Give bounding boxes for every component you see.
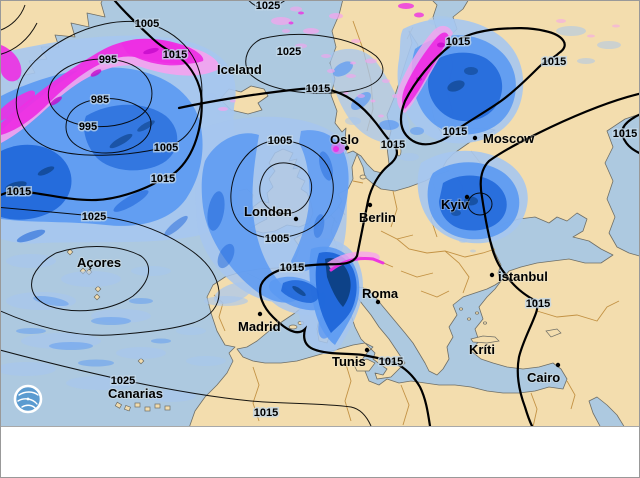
- danish-island: [359, 174, 367, 180]
- city-label: Cairo: [527, 370, 560, 385]
- crete-island: [470, 335, 500, 344]
- europe-precipitation-map: 1005 1015 995 985 995 1005 1015 1015 1025 1025 102…: [1, 1, 639, 426]
- city-label: Canarias: [108, 386, 163, 401]
- canary-island: [114, 401, 123, 409]
- city-marker-dot: [375, 299, 381, 305]
- city-label: Roma: [362, 286, 399, 301]
- canary-island: [134, 402, 141, 408]
- city-marker-dot: [472, 135, 478, 141]
- city-marker-dot: [367, 202, 373, 208]
- city-label: Berlin: [359, 210, 396, 225]
- city-labels-group: Iceland Oslo Moscow London Berlin Kyiv istanbu…: [76, 61, 561, 402]
- sicily-island: [352, 358, 376, 372]
- city-label: Madrid: [238, 319, 281, 334]
- pressure-label: 1015: [306, 83, 330, 95]
- pressure-label: 1005: [135, 18, 159, 30]
- pressure-label: 1015: [7, 186, 31, 198]
- pressure-label: 1025: [82, 211, 106, 223]
- city-marker-dot: [464, 194, 470, 200]
- pressure-label: 1025: [256, 1, 280, 12]
- azores-island: [94, 285, 102, 293]
- pressure-label: 1015: [446, 36, 470, 48]
- city-label: Kríti: [469, 342, 495, 357]
- isobars-thick: [1, 1, 639, 426]
- city-label: Oslo: [330, 132, 359, 147]
- isobars-thin: [1, 1, 493, 426]
- cyprus-island: [545, 328, 562, 338]
- city-label: Kyiv: [441, 197, 469, 212]
- city-marker-dot: [364, 347, 370, 353]
- madeira-island: [137, 357, 145, 365]
- pressure-labels-group: 1005 1015 995 985 995 1005 1015 1015 1025 1025 102…: [5, 1, 638, 421]
- footer-panel: Mo, 24.05.2021, 06..09 UTC So 06 +27h Mo…: [1, 426, 639, 477]
- pressure-label: 985: [91, 94, 109, 106]
- aegean-island: [467, 317, 471, 321]
- balearic-island: [288, 324, 298, 330]
- pressure-label: 1015: [443, 126, 467, 138]
- pressure-label: 1015: [163, 49, 187, 61]
- pressure-label: 1015: [254, 407, 278, 419]
- snow-bright-layer: [1, 3, 449, 272]
- city-marker-dot: [489, 272, 495, 278]
- city-label: Iceland: [217, 62, 262, 77]
- azores-island: [66, 248, 74, 256]
- city-marker-dot: [257, 311, 263, 317]
- aegean-island: [483, 321, 487, 325]
- pressure-label: 1015: [542, 56, 566, 68]
- canary-island: [123, 404, 131, 412]
- canary-island: [154, 403, 161, 409]
- pressure-label: 1015: [280, 262, 304, 274]
- pressure-label: 1005: [265, 233, 289, 245]
- pressure-label: 1025: [277, 46, 301, 58]
- pressure-label: 1015: [151, 173, 175, 185]
- city-label: Açores: [77, 255, 121, 270]
- canary-island: [144, 406, 151, 412]
- caspian-sea: [604, 113, 639, 257]
- city-marker-dot: [293, 216, 299, 222]
- pressure-label: 1005: [268, 135, 292, 147]
- pressure-label: 1015: [381, 139, 405, 151]
- aegean-island: [459, 307, 463, 311]
- red-sea: [588, 396, 625, 426]
- pressure-label: 1025: [111, 375, 135, 387]
- city-label: London: [244, 204, 292, 219]
- azores-island: [93, 293, 101, 301]
- pressure-label: 995: [79, 121, 97, 133]
- aegean-island: [475, 311, 479, 315]
- city-label: istanbul: [498, 269, 548, 284]
- city-label: Tunis: [332, 354, 366, 369]
- city-label: Moscow: [483, 131, 535, 146]
- city-marker-dot: [555, 362, 561, 368]
- wetterzentrale-logo[interactable]: [13, 384, 43, 414]
- pressure-label: 1015: [613, 128, 637, 140]
- city-marker-dot: [344, 145, 350, 151]
- pressure-label: 995: [99, 54, 117, 66]
- canary-island: [164, 405, 171, 411]
- pressure-label: 1005: [154, 142, 178, 154]
- pressure-label: 1015: [526, 298, 550, 310]
- pressure-label: 1015: [379, 356, 403, 368]
